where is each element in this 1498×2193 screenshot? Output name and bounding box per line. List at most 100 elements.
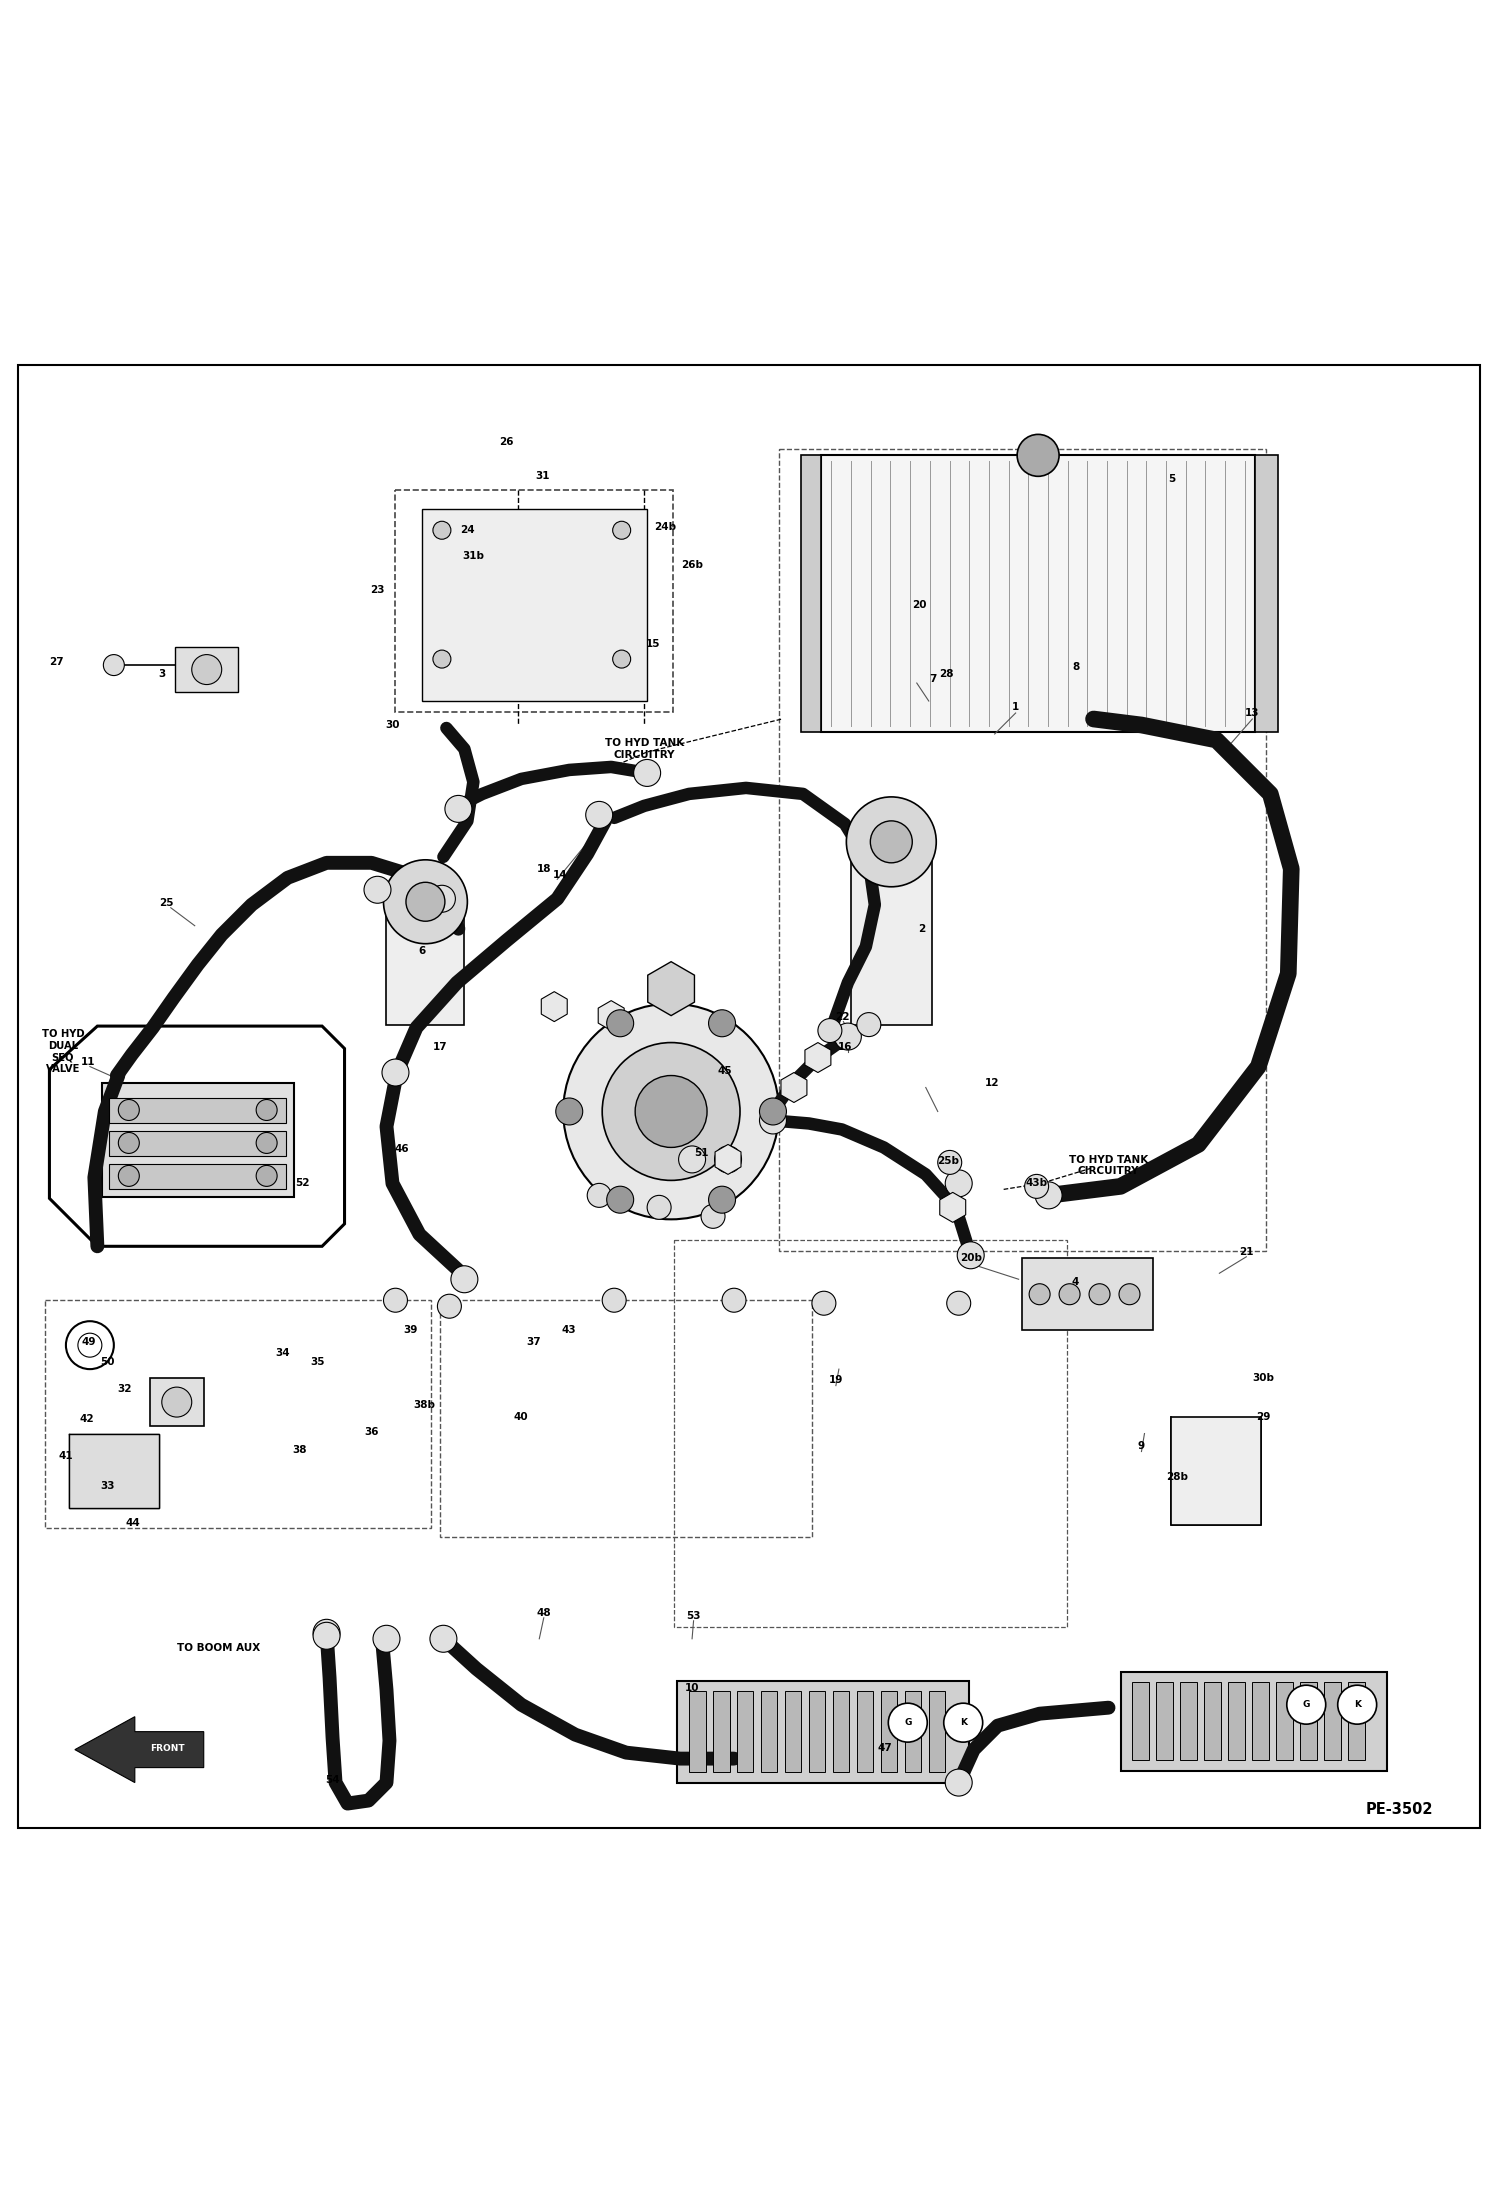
Text: 37: 37 [526,1338,541,1347]
Text: 38b: 38b [413,1399,434,1410]
Circle shape [162,1388,192,1417]
Circle shape [679,1147,706,1173]
Bar [109,1164,286,1189]
Text: 6: 6 [419,945,425,956]
Text: 49: 49 [81,1338,96,1347]
Text: G: G [905,1717,911,1728]
Text: 53: 53 [686,1612,701,1621]
Circle shape [428,886,455,912]
Text: 52: 52 [295,1178,310,1189]
Circle shape [715,1147,742,1173]
Circle shape [433,649,451,669]
Circle shape [1119,1283,1140,1305]
Circle shape [607,1009,634,1037]
Circle shape [430,1625,457,1651]
Circle shape [957,1241,984,1270]
Circle shape [103,654,124,675]
Text: 43b: 43b [1026,1178,1047,1189]
Bar [833,1691,849,1772]
Text: 46: 46 [394,1145,409,1154]
Text: 26b: 26b [682,559,703,570]
Text: 41: 41 [58,1452,73,1461]
Bar [150,1377,204,1425]
Text: K: K [1354,1700,1360,1708]
Circle shape [256,1164,277,1186]
Text: 24b: 24b [655,522,676,533]
Bar [689,1691,706,1772]
Text: 27: 27 [49,658,64,667]
Circle shape [556,1099,583,1125]
Circle shape [118,1099,139,1121]
Circle shape [870,820,912,862]
Circle shape [563,1004,779,1219]
Text: TO HYD TANK
CIRCUITRY: TO HYD TANK CIRCUITRY [1070,1154,1147,1175]
Circle shape [313,1618,340,1647]
Bar [761,1691,777,1772]
Text: 31b: 31b [463,550,484,561]
Circle shape [382,1059,409,1086]
Text: 5: 5 [1168,474,1174,485]
Bar [102,1083,294,1197]
Text: 9: 9 [1138,1441,1144,1450]
Text: 42: 42 [79,1414,94,1423]
Circle shape [607,1186,634,1213]
Circle shape [857,1013,881,1037]
Circle shape [1035,1182,1062,1208]
Bar [69,1434,159,1509]
Bar [175,647,238,693]
Circle shape [437,1294,461,1318]
Bar [1255,456,1278,732]
Bar [809,1691,825,1772]
Circle shape [406,882,445,921]
Circle shape [118,1132,139,1154]
Circle shape [722,1287,746,1311]
Circle shape [944,1704,983,1741]
Text: 25b: 25b [938,1156,959,1167]
Circle shape [586,800,613,829]
Text: PE-3502: PE-3502 [1365,1803,1434,1818]
Text: 50: 50 [100,1357,115,1366]
Text: 15: 15 [646,638,661,649]
Circle shape [1089,1283,1110,1305]
Bar [1121,1671,1387,1770]
Bar [1228,1682,1245,1761]
Circle shape [945,1770,972,1796]
Circle shape [818,1018,842,1042]
Bar [1180,1682,1197,1761]
Bar [713,1691,730,1772]
Bar [785,1691,801,1772]
Bar [674,1241,1067,1627]
Circle shape [759,1107,786,1134]
Bar [1276,1682,1293,1761]
Text: 34: 34 [276,1349,291,1357]
Bar [821,456,1255,732]
Text: 33: 33 [100,1480,115,1491]
Bar [881,1691,897,1772]
Circle shape [383,860,467,943]
Text: 40: 40 [514,1412,529,1421]
Text: 29: 29 [1255,1412,1270,1421]
Text: TO BOOM AUX: TO BOOM AUX [177,1643,261,1654]
Circle shape [812,1292,836,1316]
Bar [1204,1682,1221,1761]
Circle shape [78,1333,102,1357]
Circle shape [634,759,661,787]
Text: 19: 19 [828,1375,843,1384]
Circle shape [834,1024,861,1050]
Text: 31: 31 [535,471,550,480]
Circle shape [587,1184,611,1208]
Bar [422,509,647,702]
Text: 26: 26 [499,436,514,447]
Text: 45: 45 [718,1066,733,1077]
Text: 21: 21 [1239,1248,1254,1257]
Text: 35: 35 [310,1357,325,1366]
Text: 38: 38 [292,1445,307,1454]
Text: 47: 47 [878,1743,893,1752]
Bar [851,842,932,1024]
Text: 24: 24 [460,526,475,535]
Text: 25: 25 [159,899,174,908]
Polygon shape [75,1717,204,1783]
Text: TO HYD TANK
CIRCUITRY: TO HYD TANK CIRCUITRY [605,739,683,759]
Text: K: K [960,1717,966,1728]
Text: 17: 17 [433,1042,448,1053]
